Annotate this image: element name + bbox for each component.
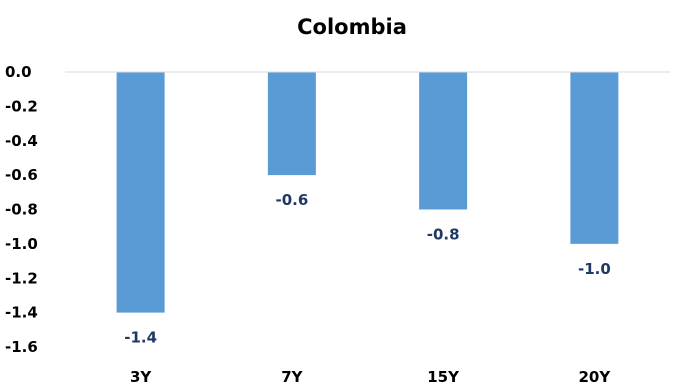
chart-title: Colombia <box>297 15 407 39</box>
x-tick-label-15y: 15Y <box>427 368 460 385</box>
y-tick-label: -1.2 <box>5 269 38 287</box>
y-tick-label: -0.6 <box>5 166 38 184</box>
x-tick-label-3y: 3Y <box>130 368 152 385</box>
bar-15y <box>419 72 468 210</box>
bar-20y <box>570 72 619 244</box>
y-tick-label: -1.0 <box>5 235 38 253</box>
y-tick-label: 0.0 <box>5 63 32 81</box>
x-axis-labels: 3Y 7Y 15Y 20Y <box>130 368 612 386</box>
data-label-15y: -0.8 <box>427 226 460 244</box>
bar-7y <box>267 72 316 176</box>
y-tick-label: -1.4 <box>5 304 38 322</box>
y-tick-label: -0.4 <box>5 132 38 150</box>
data-labels: -1.4 -0.6 -0.8 -1.0 <box>124 191 611 347</box>
x-tick-label-7y: 7Y <box>281 368 303 385</box>
y-tick-label: -0.2 <box>5 97 38 115</box>
data-label-3y: -1.4 <box>124 329 157 347</box>
x-tick-label-20y: 20Y <box>579 368 612 385</box>
y-axis-ticks: 0.0 -0.2 -0.4 -0.6 -0.8 -1.0 -1.2 -1.4 -1.6 <box>5 63 38 356</box>
bars <box>116 72 619 313</box>
y-tick-label: -1.6 <box>5 338 38 356</box>
bar-3y <box>116 72 165 313</box>
y-tick-label: -0.8 <box>5 201 38 219</box>
data-label-7y: -0.6 <box>275 191 308 209</box>
data-label-20y: -1.0 <box>578 260 611 278</box>
